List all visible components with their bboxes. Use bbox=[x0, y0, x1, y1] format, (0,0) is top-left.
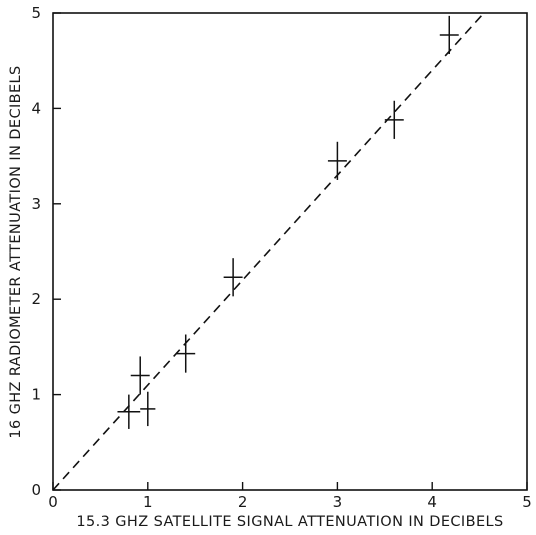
plot-frame bbox=[52, 12, 528, 491]
x-tick-label: 5 bbox=[522, 493, 532, 511]
data-point bbox=[439, 15, 459, 55]
data-points bbox=[117, 15, 459, 429]
y-axis-title: 16 GHZ RADIOMETER ATTENUATION IN DECIBEL… bbox=[8, 65, 24, 438]
y-tick-label: 1 bbox=[31, 386, 41, 404]
tick-labels: 0 1 2 3 4 5 0 1 2 3 4 5 bbox=[31, 4, 531, 511]
data-point bbox=[327, 141, 347, 180]
y-tick-label: 2 bbox=[31, 290, 41, 308]
y-tick-label: 3 bbox=[31, 195, 41, 213]
data-point bbox=[384, 100, 404, 139]
reference-dashed-line bbox=[52, 12, 485, 491]
data-point bbox=[117, 394, 141, 429]
x-tick-label: 3 bbox=[333, 493, 343, 511]
data-point bbox=[140, 391, 156, 427]
y-tick-label: 0 bbox=[31, 481, 41, 499]
x-tick-label: 2 bbox=[238, 493, 248, 511]
axis-ticks bbox=[52, 12, 528, 491]
data-point bbox=[130, 356, 150, 395]
x-tick-label: 0 bbox=[48, 493, 58, 511]
x-tick-label: 1 bbox=[143, 493, 153, 511]
y-tick-label: 4 bbox=[31, 99, 41, 117]
data-point bbox=[176, 334, 196, 373]
x-axis-title: 15.3 GHZ SATELLITE SIGNAL ATTENUATION IN… bbox=[76, 514, 503, 530]
y-tick-label: 5 bbox=[31, 4, 41, 22]
data-point bbox=[223, 258, 243, 297]
x-tick-label: 4 bbox=[427, 493, 437, 511]
